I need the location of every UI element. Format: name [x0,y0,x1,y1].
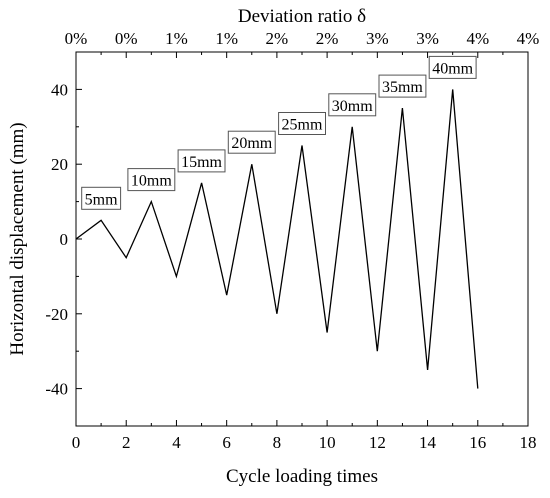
top-tick-label: 4% [466,29,489,48]
displacement-series-line [75,89,479,389]
y-tick-label: 20 [51,155,68,174]
annotation-box [81,186,122,210]
x-tick-label: 0 [72,433,81,452]
top-axis-title: Deviation ratio δ [238,6,366,27]
annotation-label: 5mm [85,191,118,208]
annotation-label: 35mm [382,79,423,96]
annotation-label: 20mm [231,135,272,152]
peak-annotation: 30mm [328,93,377,117]
annotation-label: 25mm [282,117,323,134]
x-tick-label: 2 [122,433,131,452]
x-tick-label: 16 [469,433,486,452]
peak-annotation: 20mm [227,130,276,154]
x-tick-label: 6 [222,433,231,452]
annotation-box [328,93,377,117]
top-tick-label: 2% [316,29,339,48]
annotation-box [278,112,327,135]
annotation-box [378,74,427,98]
top-axis-ticks: 0% 0% 1% 1% 2% 2% 3% 3% 4% 4% [65,29,540,58]
top-tick-label: 3% [416,29,439,48]
annotation-box [177,149,226,173]
annotation-label: 10mm [131,173,172,190]
plot-frame [75,51,529,427]
x-tick-label: 18 [520,433,537,452]
peak-annotation: 25mm [278,112,327,135]
top-tick-label: 4% [517,29,540,48]
top-tick-label: 0% [65,29,88,48]
peak-annotation: 5mm [81,186,122,210]
series-layer [75,89,479,389]
y-tick-label: 0 [60,230,69,249]
annotation-label: 30mm [332,98,373,115]
annotation-box [428,55,477,79]
annotation-box [127,168,176,192]
y-axis-title: Horizontal displacement (mm) [7,122,28,355]
annotation-label: 15mm [181,154,222,171]
top-tick-label: 2% [266,29,289,48]
y-tick-label: -20 [45,305,68,324]
x-tick-label: 10 [319,433,336,452]
peak-annotation: 35mm [378,74,427,98]
y-tick-label: -40 [45,380,68,399]
x-axis-title: Cycle loading times [226,466,378,487]
x-tick-label: 12 [369,433,386,452]
top-tick-label: 0% [115,29,138,48]
annotation-box [227,130,276,154]
annotation-layer: 5mm 10mm 15mm 20mm 25mm 30mm 35mm 40mm [81,55,477,210]
x-tick-label: 14 [419,433,437,452]
top-tick-label: 1% [165,29,188,48]
y-axis-ticks: -40 -20 0 20 40 [45,51,82,427]
y-tick-label: 40 [51,80,68,99]
x-axis-ticks: 0 2 4 6 8 10 12 14 16 18 [72,420,537,452]
x-tick-label: 8 [273,433,282,452]
annotation-label: 40mm [432,60,473,77]
top-tick-label: 1% [215,29,238,48]
peak-annotation: 15mm [177,149,226,173]
top-tick-label: 3% [366,29,389,48]
peak-annotation: 10mm [127,168,176,192]
x-tick-label: 4 [172,433,181,452]
peak-annotation: 40mm [428,55,477,79]
